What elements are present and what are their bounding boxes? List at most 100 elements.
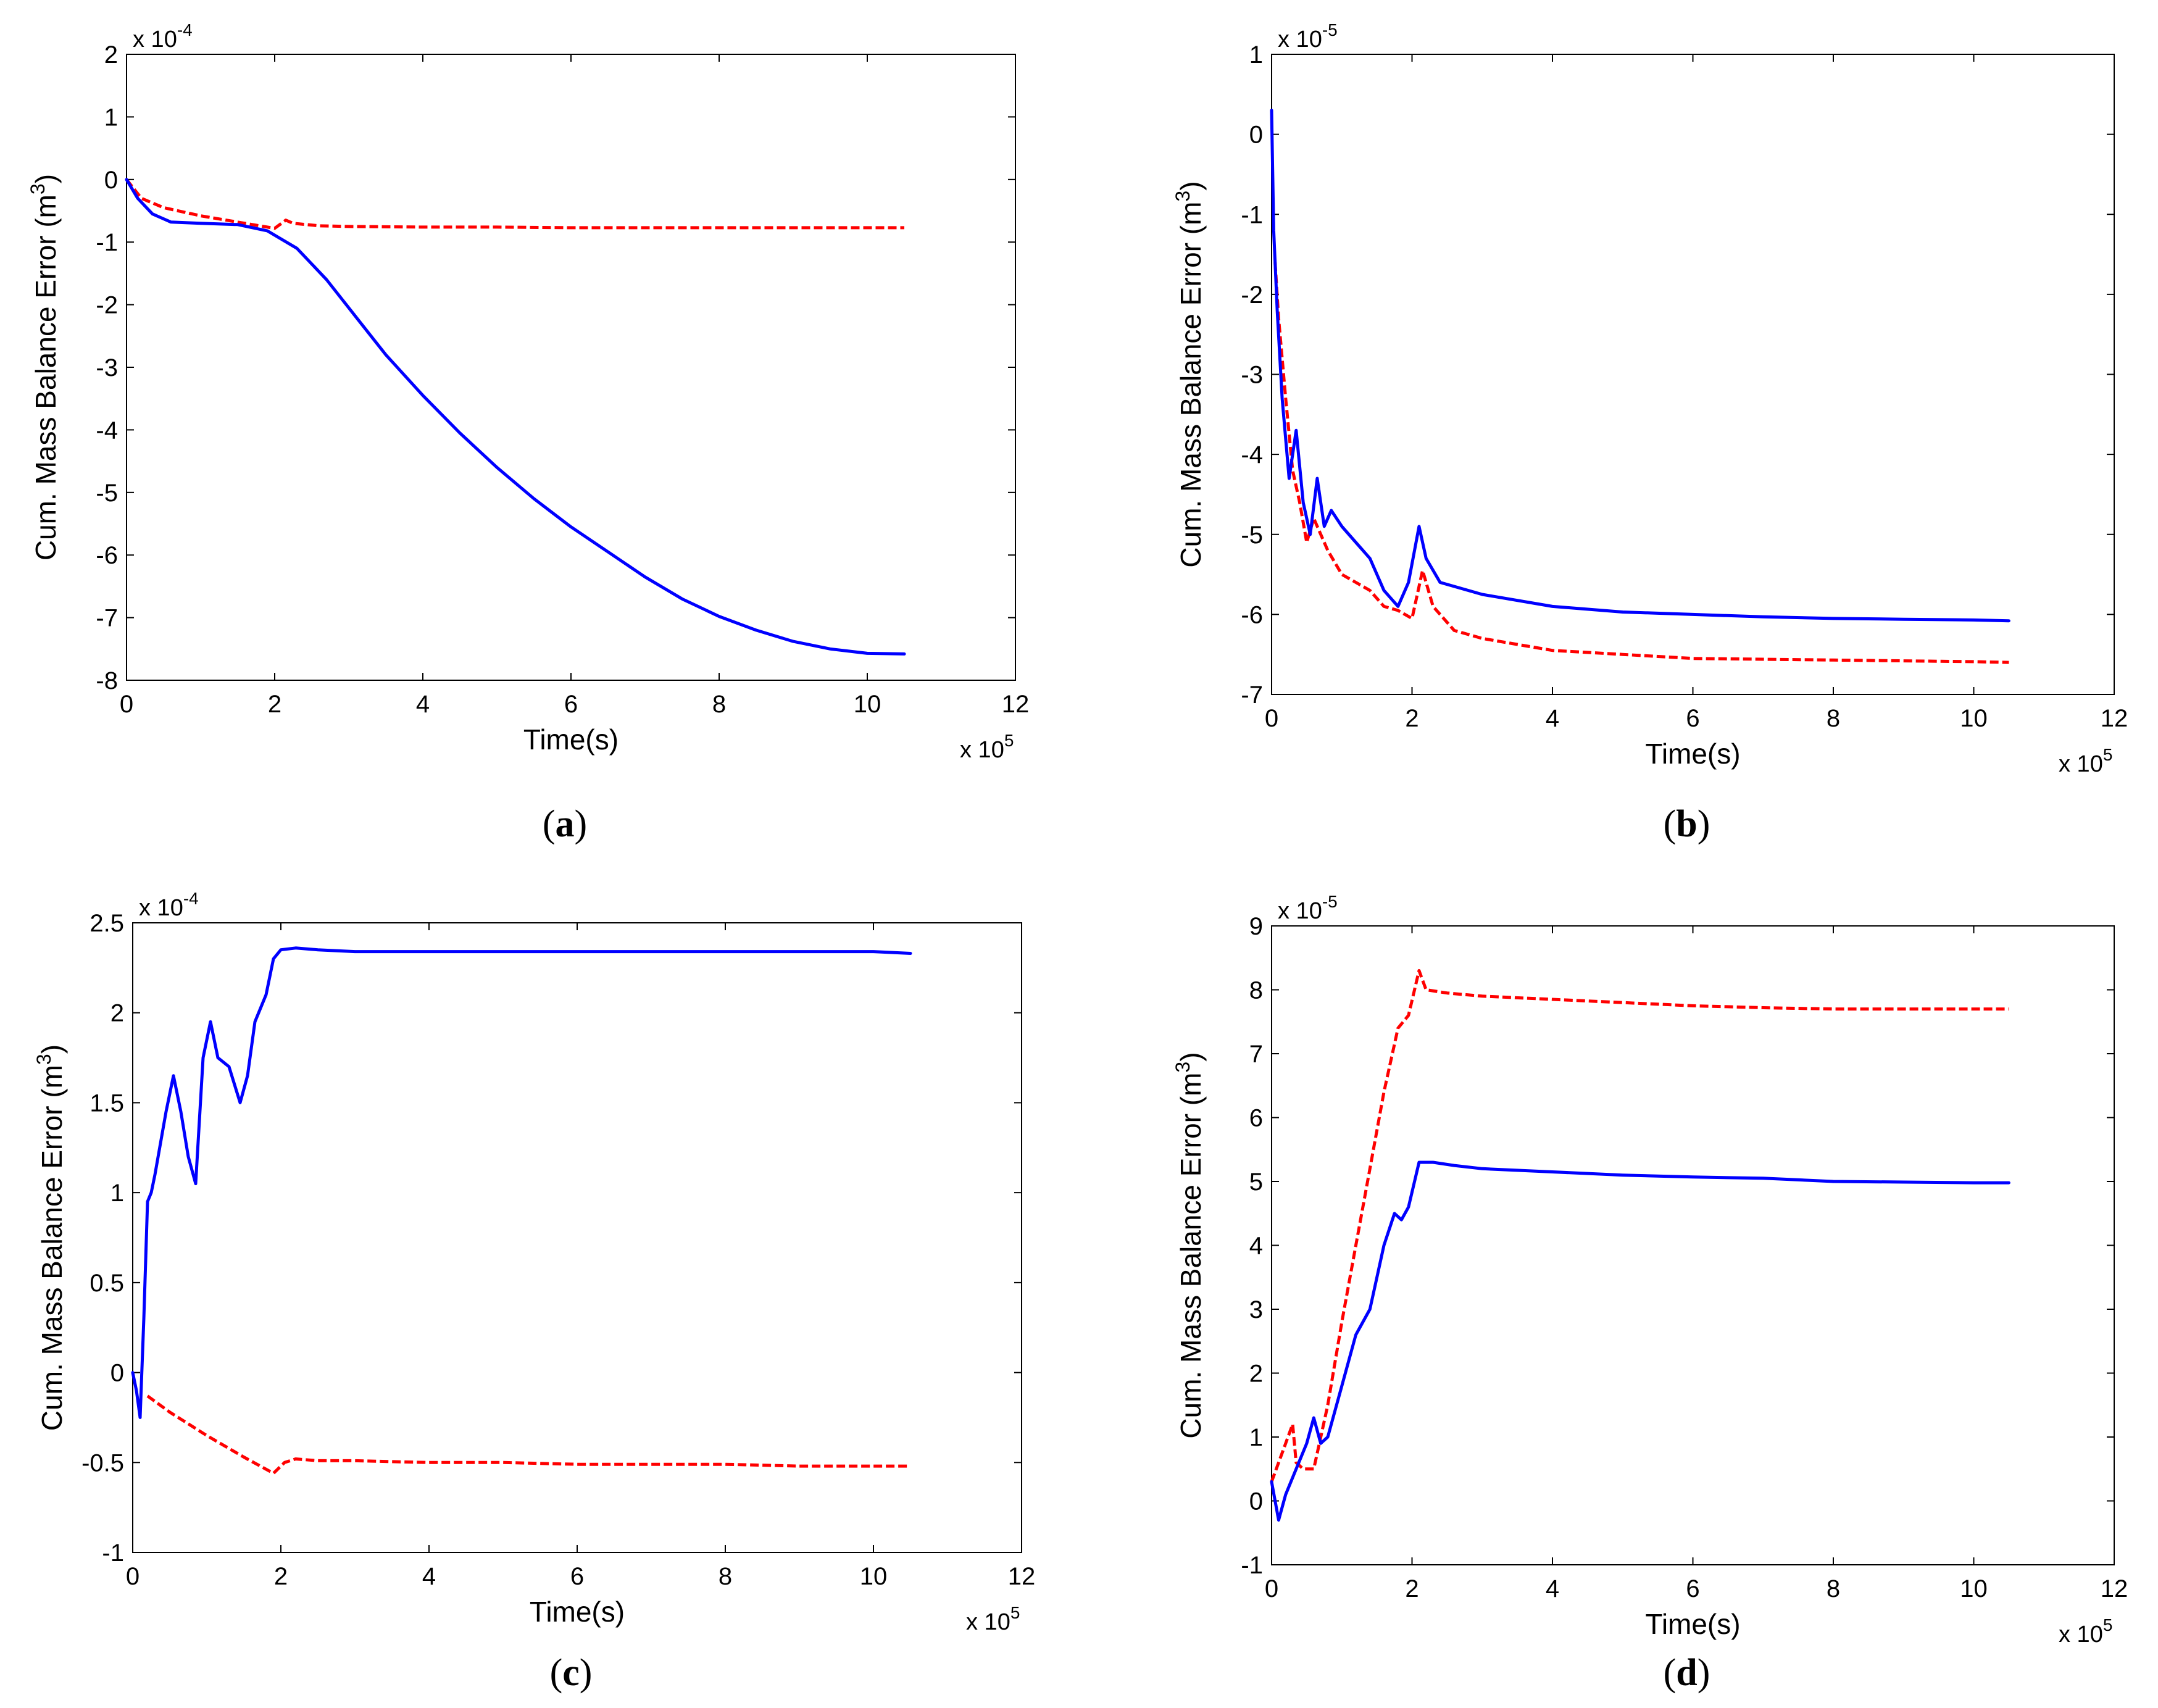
x-multiplier: x 105 xyxy=(2059,745,2112,777)
x-tick-label: 12 xyxy=(2101,1575,2128,1602)
series-line-solid xyxy=(1270,1160,2010,1522)
panel-label: (a) xyxy=(543,803,587,845)
x-tick-label: 10 xyxy=(1960,1575,1988,1602)
x-tick-label: 10 xyxy=(860,1563,888,1590)
x-tick-label: 12 xyxy=(1002,691,1030,718)
y-tick-label: -7 xyxy=(1241,681,1263,709)
y-tick-label: -4 xyxy=(1241,441,1263,469)
series-line-dashed xyxy=(125,178,904,230)
x-tick-label: 2 xyxy=(1405,705,1419,732)
x-tick-label: 6 xyxy=(1686,705,1699,732)
y-multiplier: x 10-5 xyxy=(1278,20,1338,52)
y-tick-label: -1 xyxy=(102,1539,124,1567)
y-tick-label: 9 xyxy=(1249,913,1263,940)
y-tick-label: -3 xyxy=(1241,362,1263,389)
y-tick-label: 5 xyxy=(1249,1169,1263,1196)
x-tick-label: 0 xyxy=(126,1563,140,1590)
panel-label: (b) xyxy=(1664,803,1710,845)
panel-label: (d) xyxy=(1664,1652,1710,1694)
y-tick-label: 1 xyxy=(1249,1424,1263,1451)
x-tick-label: 0 xyxy=(1265,705,1278,732)
y-multiplier: x 10-4 xyxy=(139,889,199,921)
y-axis-label: Cum. Mass Balance Error (m3) xyxy=(1172,181,1207,567)
plot-frame xyxy=(1271,54,2115,695)
x-tick-label: 4 xyxy=(1546,705,1559,732)
y-tick-label: 7 xyxy=(1249,1041,1263,1068)
y-tick-label: 0.5 xyxy=(90,1270,124,1297)
x-tick-label: 10 xyxy=(854,691,881,718)
series-line-solid xyxy=(1270,109,2010,623)
y-axis-label: Cum. Mass Balance Error (m3) xyxy=(33,1044,68,1431)
y-tick-label: -3 xyxy=(96,354,118,381)
x-axis-label: Time(s) xyxy=(523,723,619,756)
x-axis-label: Time(s) xyxy=(1645,1608,1740,1640)
y-tick-label: 2 xyxy=(1249,1360,1263,1388)
series-line-solid xyxy=(125,178,906,656)
y-tick-label: -6 xyxy=(1241,601,1263,628)
x-axis-label: Time(s) xyxy=(1645,738,1740,770)
x-tick-label: 8 xyxy=(712,691,726,718)
y-tick-label: -1 xyxy=(1241,201,1263,228)
y-tick-label: 2 xyxy=(110,1000,124,1027)
plot-frame xyxy=(1271,925,2115,1565)
y-axis-label: Cum. Mass Balance Error (m3) xyxy=(1172,1052,1207,1438)
y-tick-label: -1 xyxy=(1241,1552,1263,1579)
x-multiplier: x 105 xyxy=(960,731,1014,763)
x-multiplier: x 105 xyxy=(966,1603,1020,1635)
x-tick-label: 6 xyxy=(564,691,578,718)
x-axis-label: Time(s) xyxy=(530,1596,625,1628)
series-line-solid xyxy=(131,946,912,1419)
plot-frame xyxy=(132,922,1022,1553)
y-tick-label: -5 xyxy=(96,480,118,507)
x-tick-label: 0 xyxy=(120,691,133,718)
y-tick-label: 1 xyxy=(104,104,118,131)
x-tick-label: 8 xyxy=(719,1563,732,1590)
x-tick-label: 2 xyxy=(268,691,281,718)
y-tick-label: 0 xyxy=(1249,1488,1263,1515)
x-multiplier: x 105 xyxy=(2059,1615,2112,1648)
x-tick-label: 8 xyxy=(1827,705,1840,732)
x-tick-label: 4 xyxy=(422,1563,436,1590)
y-tick-label: 1 xyxy=(110,1180,124,1207)
y-tick-label: 1 xyxy=(1249,41,1263,69)
x-tick-label: 12 xyxy=(1008,1563,1036,1590)
y-tick-label: 0 xyxy=(110,1360,124,1387)
y-tick-label: -7 xyxy=(96,605,118,632)
y-tick-label: -2 xyxy=(96,292,118,319)
plot-frame xyxy=(126,54,1016,681)
x-tick-label: 6 xyxy=(570,1563,584,1590)
x-tick-label: 0 xyxy=(1265,1575,1278,1602)
y-tick-label: 1.5 xyxy=(90,1089,124,1117)
y-tick-label: -6 xyxy=(96,542,118,569)
y-tick-label: -5 xyxy=(1241,522,1263,549)
y-tick-label: 2 xyxy=(104,41,118,69)
chart-panel-b: 0 2 4 6 8 10 12 -7 -6 -5 -4 -3 -2 -1 0 1 x 10-5 x 105 Time… xyxy=(1172,20,2128,845)
y-tick-label: -1 xyxy=(96,229,118,256)
x-tick-label: 4 xyxy=(1546,1575,1559,1602)
x-tick-label: 8 xyxy=(1827,1575,1840,1602)
x-tick-label: 2 xyxy=(1405,1575,1419,1602)
y-tick-label: 3 xyxy=(1249,1296,1263,1323)
y-multiplier: x 10-5 xyxy=(1278,892,1338,924)
y-tick-label: -2 xyxy=(1241,281,1263,309)
series-line-dashed xyxy=(1270,969,2009,1483)
chart-panel-c: 0 2 4 6 8 10 12 -1 -0.5 0 0.5 1 1.5 2 2.5 x 10-4 x 105 Ti… xyxy=(33,889,1035,1694)
y-axis-label: Cum. Mass Balance Error (m3) xyxy=(27,174,62,560)
y-tick-label: 2.5 xyxy=(90,910,124,937)
series-line-dashed xyxy=(1273,262,2009,664)
y-tick-label: 8 xyxy=(1249,977,1263,1004)
y-tick-label: 6 xyxy=(1249,1105,1263,1132)
x-tick-label: 4 xyxy=(416,691,430,718)
x-tick-label: 10 xyxy=(1960,705,1988,732)
y-tick-label: -4 xyxy=(96,417,118,444)
y-tick-label: 0 xyxy=(104,167,118,194)
x-tick-label: 2 xyxy=(274,1563,288,1590)
series-line-dashed xyxy=(146,1394,910,1475)
y-multiplier: x 10-4 xyxy=(133,20,193,52)
x-tick-label: 12 xyxy=(2101,705,2128,732)
y-tick-label: -8 xyxy=(96,667,118,694)
y-tick-label: -0.5 xyxy=(81,1449,124,1477)
x-tick-label: 6 xyxy=(1686,1575,1699,1602)
